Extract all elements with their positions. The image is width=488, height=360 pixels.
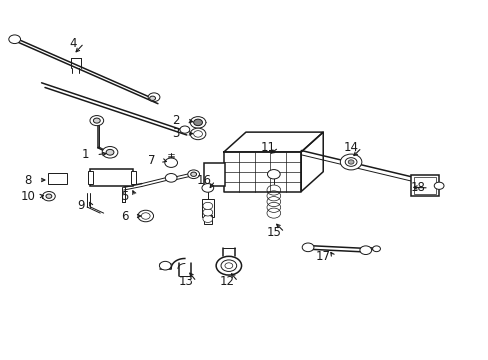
Bar (202, 199, 213, 217)
Circle shape (302, 243, 313, 252)
Circle shape (164, 158, 177, 167)
Circle shape (203, 215, 212, 222)
Circle shape (180, 126, 189, 133)
Circle shape (433, 182, 443, 189)
Polygon shape (224, 132, 323, 152)
Text: 9: 9 (77, 199, 84, 212)
Circle shape (148, 93, 160, 102)
Text: 13: 13 (178, 275, 193, 288)
Text: 15: 15 (266, 226, 281, 239)
Circle shape (106, 149, 114, 155)
Circle shape (159, 261, 171, 270)
Circle shape (102, 147, 118, 158)
Bar (413, 177, 435, 194)
Circle shape (90, 116, 103, 126)
Text: 7: 7 (147, 154, 155, 167)
Text: 17: 17 (315, 250, 329, 263)
Text: 4: 4 (69, 37, 77, 50)
Polygon shape (301, 132, 323, 192)
Circle shape (347, 160, 353, 164)
Circle shape (359, 246, 371, 255)
Bar (87, 171, 93, 184)
Circle shape (202, 184, 213, 192)
Circle shape (203, 209, 212, 216)
Circle shape (190, 172, 196, 176)
Circle shape (345, 158, 356, 166)
Circle shape (203, 202, 212, 210)
Text: 14: 14 (343, 141, 358, 154)
Circle shape (193, 131, 202, 137)
Circle shape (9, 35, 20, 44)
Circle shape (187, 170, 199, 179)
Circle shape (372, 246, 380, 252)
Circle shape (93, 118, 100, 123)
Circle shape (224, 263, 232, 269)
Bar (203, 215, 211, 224)
Circle shape (193, 119, 202, 126)
Text: 11: 11 (260, 141, 275, 154)
Circle shape (221, 260, 236, 271)
Text: 1: 1 (81, 148, 89, 161)
Bar (410, 175, 438, 196)
Circle shape (138, 210, 153, 222)
Text: 3: 3 (172, 127, 180, 140)
Polygon shape (224, 152, 301, 192)
Circle shape (216, 256, 241, 275)
Text: 16: 16 (197, 174, 211, 187)
Text: 5: 5 (121, 190, 128, 203)
Text: 18: 18 (410, 181, 425, 194)
Circle shape (141, 213, 150, 219)
Circle shape (267, 170, 280, 179)
Text: 6: 6 (121, 210, 128, 222)
Text: 10: 10 (20, 190, 35, 203)
Bar (48, 173, 66, 184)
Circle shape (46, 194, 52, 198)
Circle shape (149, 96, 155, 100)
Bar (90, 169, 133, 186)
Bar (204, 163, 224, 186)
Text: 12: 12 (220, 275, 234, 288)
Circle shape (165, 174, 177, 182)
Circle shape (190, 117, 205, 128)
Circle shape (340, 154, 361, 170)
Circle shape (42, 192, 55, 201)
Text: 2: 2 (172, 114, 180, 127)
Text: 8: 8 (24, 174, 32, 186)
Circle shape (190, 128, 205, 140)
Bar (130, 171, 136, 184)
